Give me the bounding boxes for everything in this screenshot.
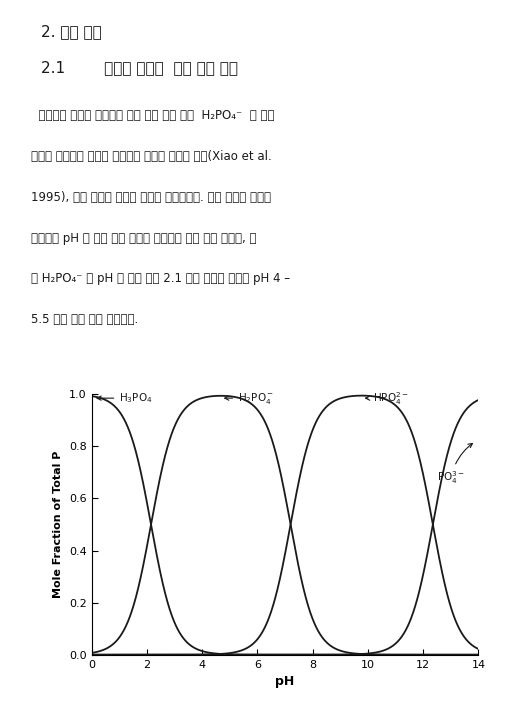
X-axis label: pH: pH (275, 675, 295, 688)
Text: 2.1        코발트 전극의  인산 이온 감지: 2.1 코발트 전극의 인산 이온 감지 (41, 60, 238, 75)
Text: $\mathrm{H_2PO_4^-}$: $\mathrm{H_2PO_4^-}$ (224, 391, 274, 406)
Text: 1995), 인산 측정에 코발트 금속이 활용되었다. 인산 이온은 수용액: 1995), 인산 측정에 코발트 금속이 활용되었다. 인산 이온은 수용액 (31, 191, 271, 203)
Text: 중 H₂PO₄⁻ 는 pH 는 아래 그림 2.1 에서 나타난 것성럼 pH 4 –: 중 H₂PO₄⁻ 는 pH 는 아래 그림 2.1 에서 나타난 것성럼 pH … (31, 272, 290, 285)
Text: $\mathrm{PO_4^{3-}}$: $\mathrm{PO_4^{3-}}$ (437, 444, 472, 486)
Text: 력으로 효과적인 반응이 보인다는 연구가 진행된 이후(Xiao et al.: 력으로 효과적인 반응이 보인다는 연구가 진행된 이후(Xiao et al. (31, 150, 271, 163)
Text: 5.5 에서 가장 많이 존재한다.: 5.5 에서 가장 많이 존재한다. (31, 313, 138, 326)
Text: $\mathrm{HPO_4^{2-}}$: $\mathrm{HPO_4^{2-}}$ (365, 390, 409, 406)
Text: 코발트가 인산에 존재하는 여러 이온 형태 중에  H₂PO₄⁻  와 선택: 코발트가 인산에 존재하는 여러 이온 형태 중에 H₂PO₄⁻ 와 선택 (31, 109, 274, 122)
Y-axis label: Mole Fraction of Total P: Mole Fraction of Total P (53, 451, 64, 598)
Text: 상태에서 pH 에 따라 여러 형태의 이온으로 존재 하게 되는데, 그: 상태에서 pH 에 따라 여러 형태의 이온으로 존재 하게 되는데, 그 (31, 232, 256, 244)
Text: $\mathrm{H_3PO_4}$: $\mathrm{H_3PO_4}$ (97, 391, 153, 405)
Text: 2. 관련 이론: 2. 관련 이론 (41, 25, 101, 39)
